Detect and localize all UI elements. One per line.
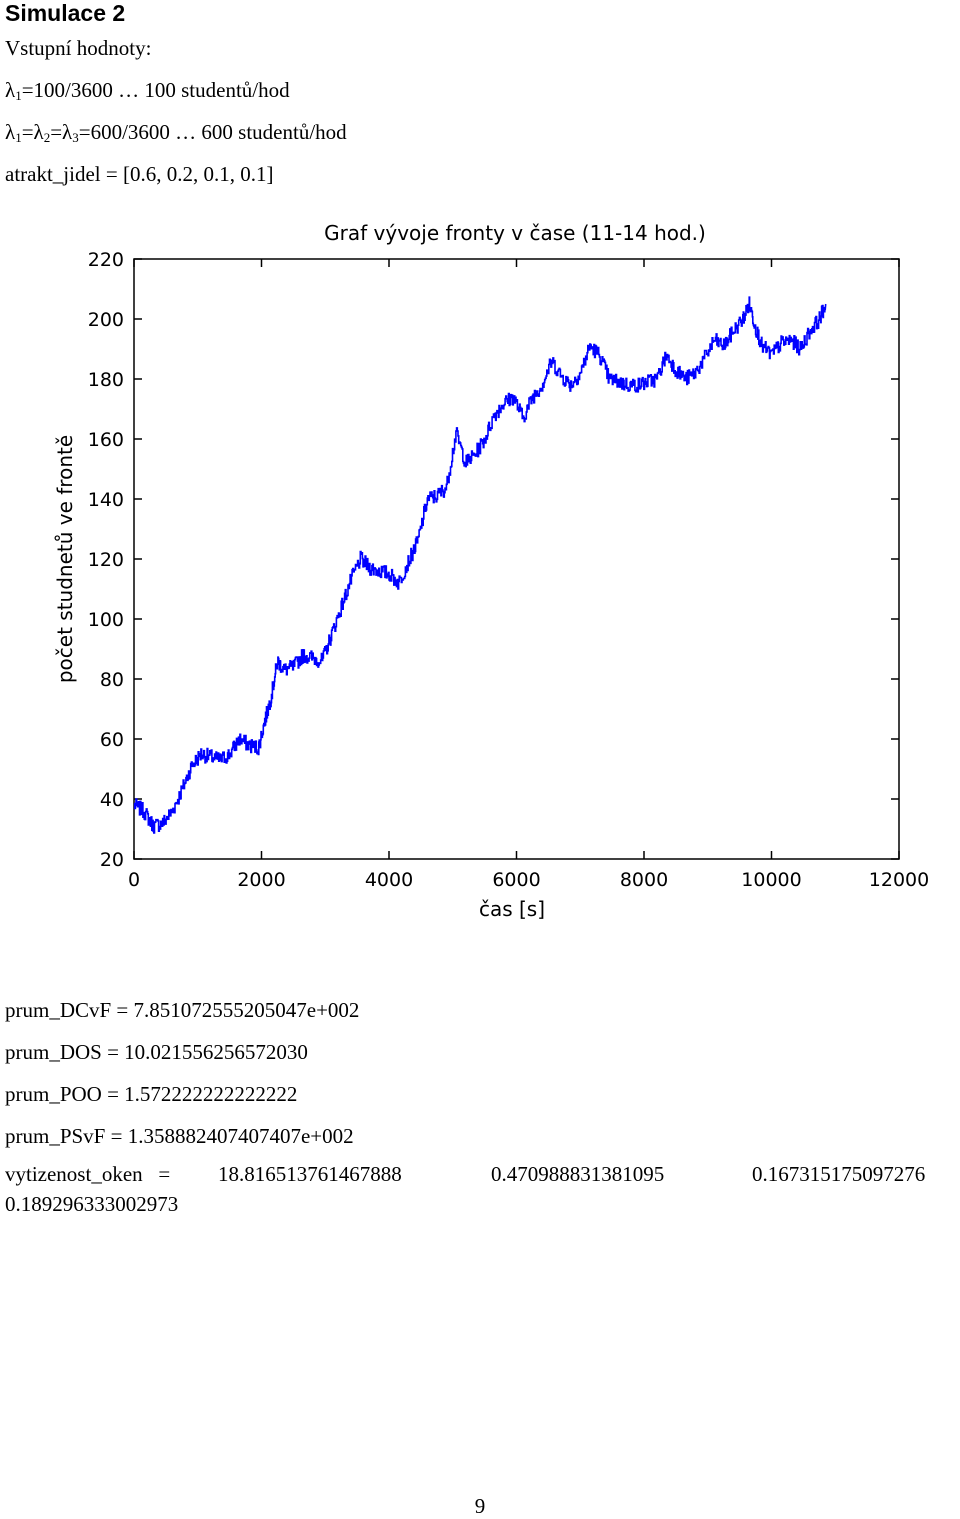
lambda1-expression: =100/3600 … 100 studentů/hod	[21, 78, 290, 102]
chart-title: Graf vývoje fronty v čase (11-14 hod.)	[324, 221, 706, 245]
x-tick-label: 4000	[365, 869, 413, 891]
queue-chart: Graf vývoje fronty v čase (11-14 hod.) 0…	[53, 221, 929, 921]
x-tick-label: 6000	[492, 869, 540, 891]
x-tick-label: 10000	[741, 869, 801, 891]
y-tick-label: 80	[100, 669, 124, 691]
x-tick-label: 8000	[620, 869, 668, 891]
page-number: 9	[474, 1494, 486, 1518]
lambda-subscript: 1	[15, 130, 22, 145]
queue-series-line	[133, 296, 827, 834]
y-tick-labels: 20 40 60 80 100 120 140 160 180 200 220	[88, 249, 124, 871]
vytizenost-value-4: 0.189296333002973	[5, 1192, 179, 1216]
result-poo: prum_POO = 1.572222222222222	[5, 1082, 298, 1106]
vytizenost-value-1: 18.816513761467888	[218, 1162, 402, 1186]
y-tick-label: 180	[88, 369, 124, 391]
vytizenost-label: vytizenost_oken =	[5, 1162, 171, 1186]
x-axis-label: čas [s]	[479, 897, 545, 921]
inputs-label: Vstupní hodnoty:	[5, 36, 152, 60]
y-tick-label: 20	[100, 849, 124, 871]
result-psvf: prum_PSvF = 1.358882407407407e+002	[5, 1124, 354, 1148]
y-tick-label: 40	[100, 789, 124, 811]
vytizenost-value-2: 0.470988831381095	[491, 1162, 665, 1186]
section-heading: Simulace 2	[5, 0, 126, 26]
y-axis-label: počet studnetů ve frontě	[53, 435, 77, 683]
x-tick-label: 2000	[237, 869, 285, 891]
lambda-symbol: λ	[5, 120, 16, 144]
plot-frame	[133, 258, 900, 860]
axis-ticks	[133, 258, 900, 860]
x-tick-labels: 0 2000 4000 6000 8000 10000 12000	[128, 869, 929, 891]
lambda-subscript: 1	[15, 88, 22, 103]
y-tick-label: 140	[88, 489, 124, 511]
y-tick-label: 160	[88, 429, 124, 451]
lambda-symbol: =λ	[21, 120, 44, 144]
result-dos: prum_DOS = 10.021556256572030	[5, 1040, 308, 1064]
lambda-subscript: 2	[43, 130, 51, 145]
y-tick-label: 100	[88, 609, 124, 631]
x-tick-label: 12000	[869, 869, 929, 891]
y-tick-label: 120	[88, 549, 124, 571]
x-tick-label: 0	[128, 869, 140, 891]
result-dcvf: prum_DCvF = 7.851072555205047e+002	[5, 998, 360, 1022]
lambda-symbol: =λ	[50, 120, 73, 144]
lambda-group-line: λ1=λ2=λ3=600/3600 … 600 studentů/hod	[5, 120, 347, 144]
y-tick-label: 220	[88, 249, 124, 271]
lambda-group-expression: =600/3600 … 600 studentů/hod	[78, 120, 347, 144]
vytizenost-value-3: 0.167315175097276	[752, 1162, 926, 1186]
lambda1-line: λ1=100/3600 … 100 studentů/hod	[5, 78, 290, 102]
lambda-symbol: λ	[5, 78, 16, 102]
lambda-subscript: 3	[72, 130, 79, 145]
y-tick-label: 200	[88, 309, 124, 331]
y-tick-label: 60	[100, 729, 124, 751]
atrakt-line: atrakt_jidel = [0.6, 0.2, 0.1, 0.1]	[5, 162, 274, 186]
